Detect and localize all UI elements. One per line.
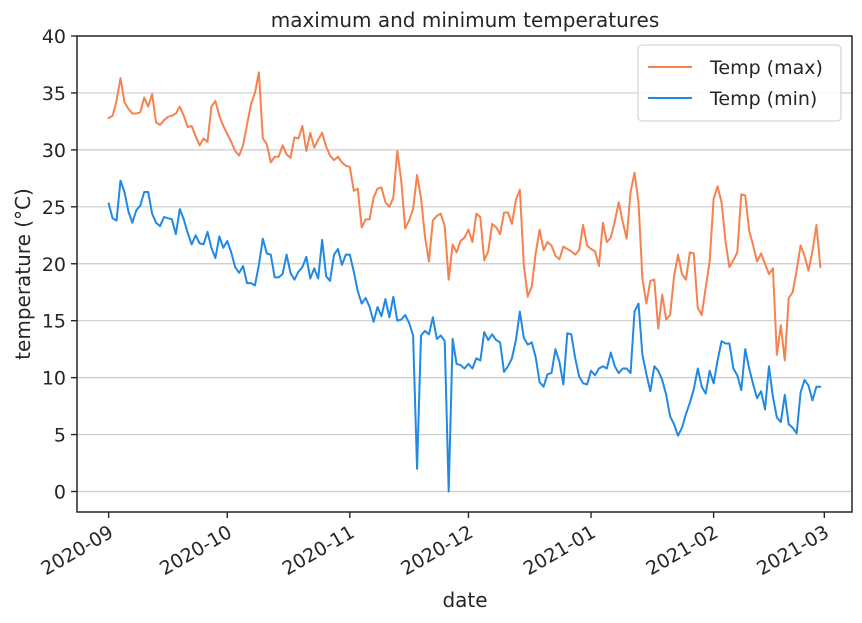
series-line-temp-max — [107, 71, 822, 362]
y-tick-label: 5 — [54, 425, 66, 447]
x-axis: 2020-09 2020-10 2020-11 2020-12 2021-01 2021-… — [37, 512, 833, 580]
y-tick-label: 10 — [42, 368, 66, 390]
y-axis: 0 5 10 15 20 25 30 35 40 — [42, 26, 77, 504]
legend: Temp (max) Temp (min) — [637, 44, 842, 122]
legend-label: Temp (min) — [709, 88, 817, 110]
x-tick-label: 2020-12 — [397, 521, 477, 580]
legend-box — [637, 44, 842, 122]
y-tick-label: 40 — [42, 26, 66, 48]
y-axis-label: temperature (°C) — [11, 188, 35, 360]
series-line-temp-min — [107, 179, 822, 493]
y-tick-label: 15 — [42, 311, 66, 333]
legend-label: Temp (max) — [709, 57, 823, 79]
chart-title: maximum and minimum temperatures — [271, 8, 660, 32]
y-tick-label: 35 — [42, 83, 66, 105]
y-tick-label: 20 — [42, 254, 66, 276]
x-axis-label: date — [442, 588, 487, 612]
y-tick-label: 30 — [42, 140, 66, 162]
y-tick-label: 0 — [54, 482, 66, 504]
y-tick-label: 25 — [42, 197, 66, 219]
plot-frame — [76, 35, 853, 513]
series-lines — [107, 71, 822, 493]
x-tick-label: 2020-09 — [37, 521, 117, 580]
x-tick-label: 2021-02 — [642, 521, 722, 580]
x-tick-label: 2020-10 — [156, 521, 236, 580]
x-tick-label: 2021-01 — [520, 521, 600, 580]
x-tick-label: 2020-11 — [279, 521, 359, 580]
x-tick-label: 2021-03 — [753, 521, 833, 580]
